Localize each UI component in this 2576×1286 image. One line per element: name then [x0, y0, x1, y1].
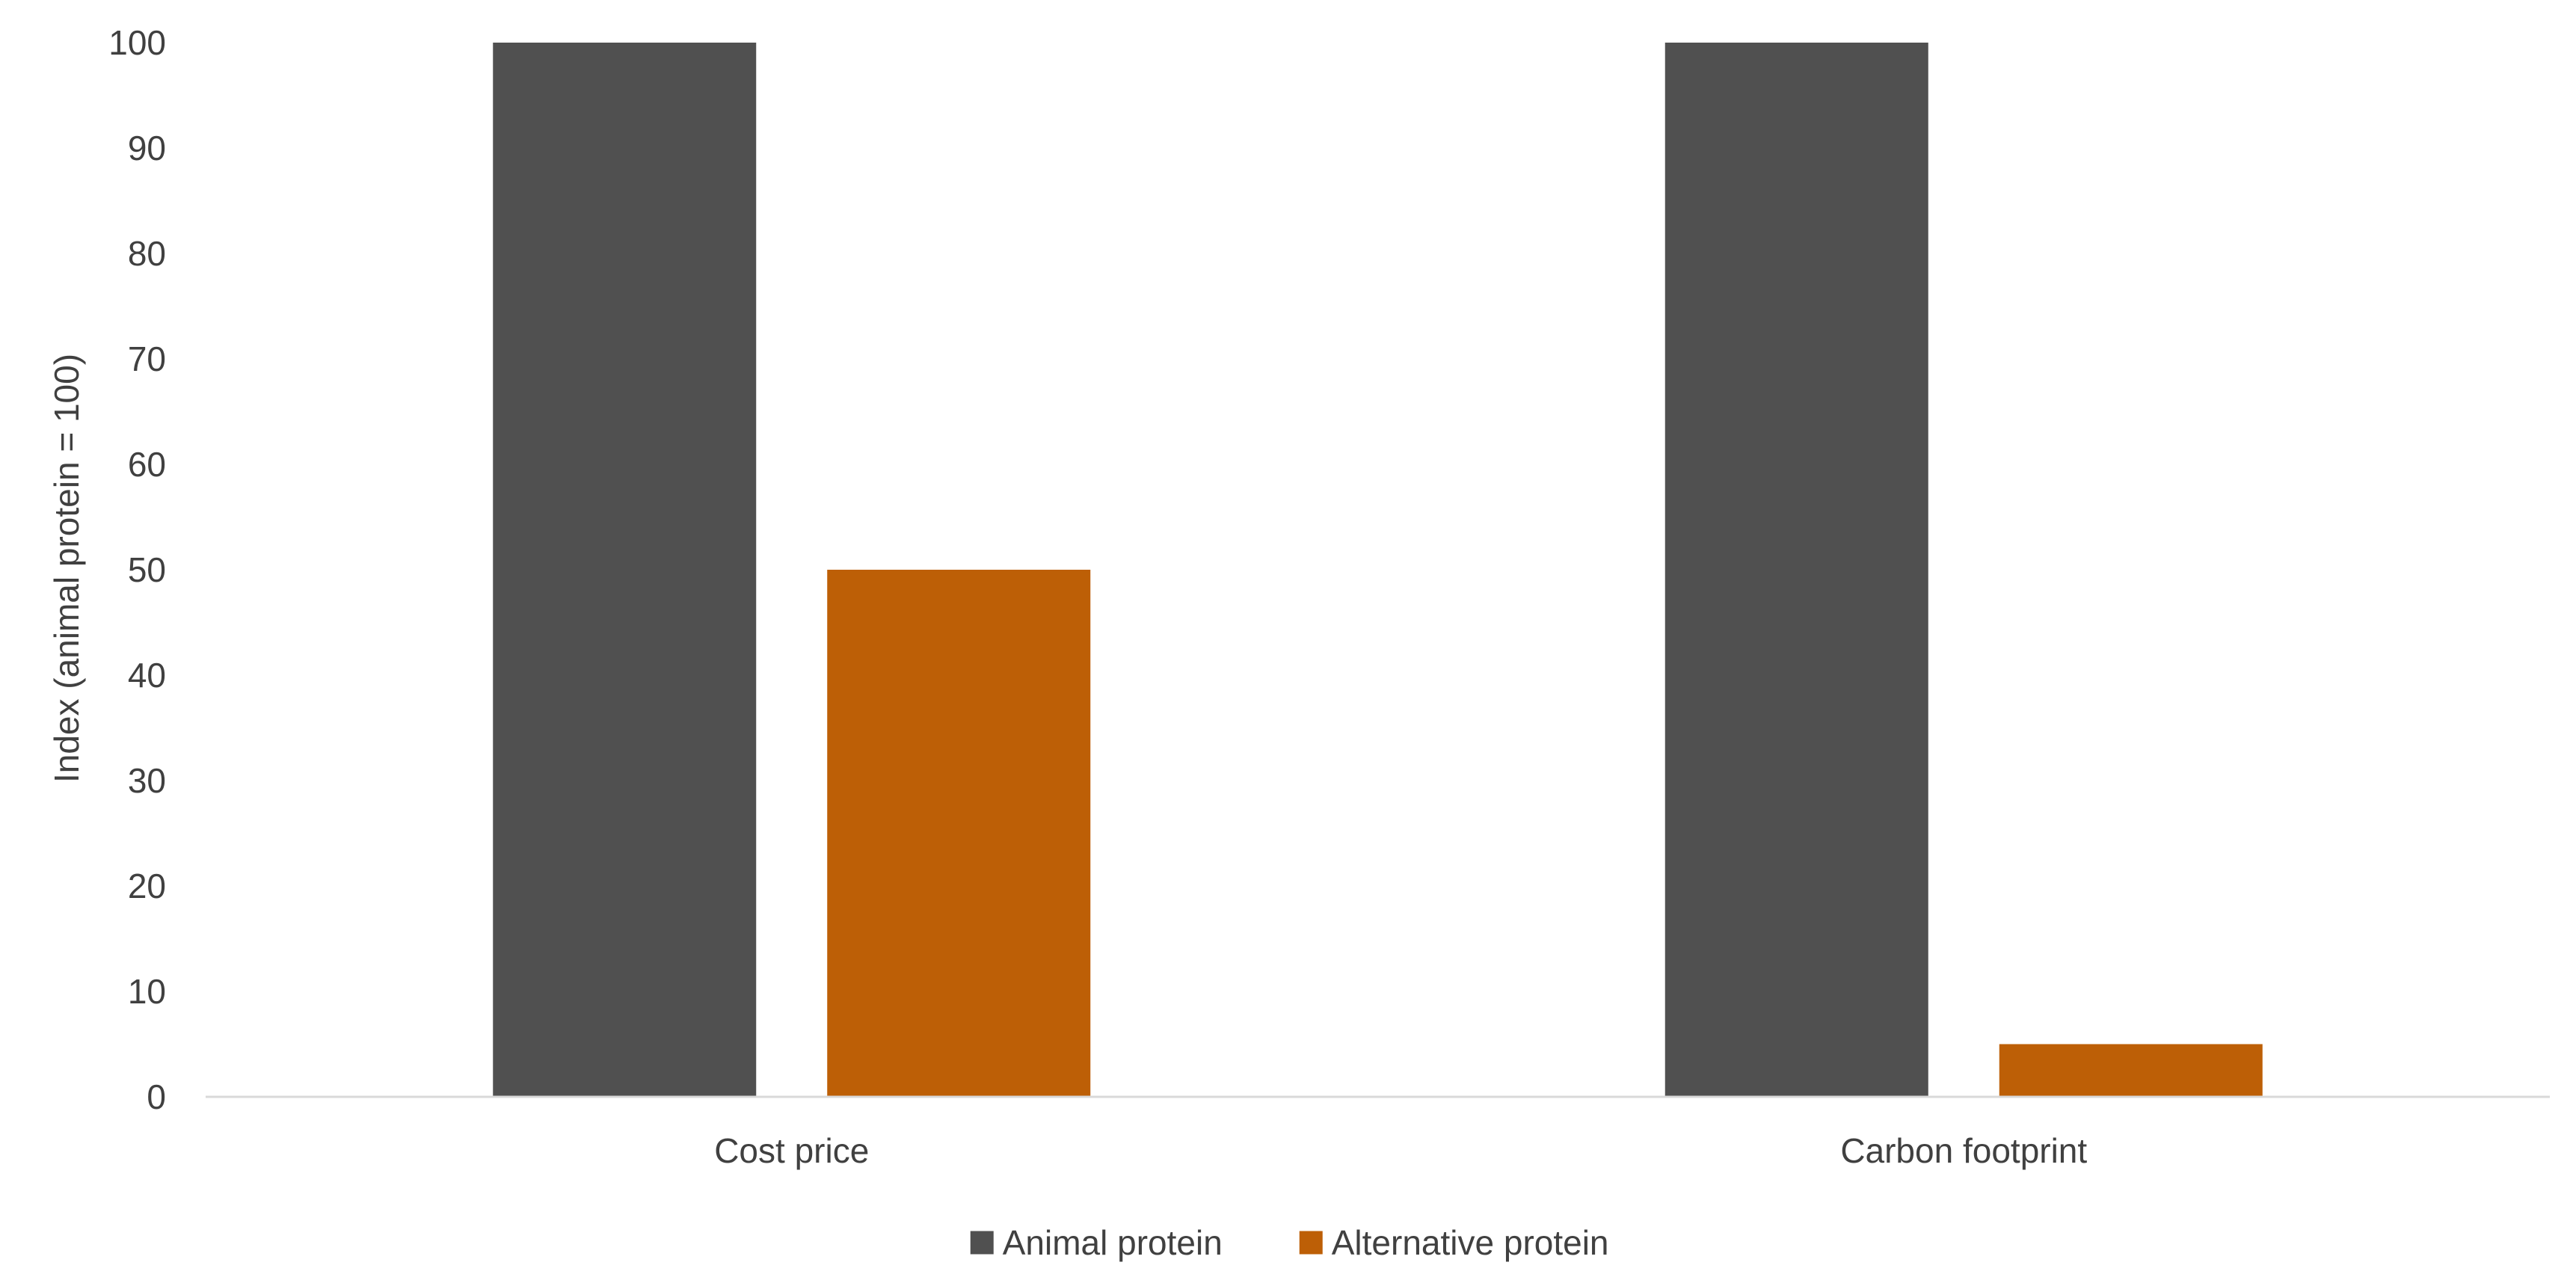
- y-tick-label: 30: [128, 761, 166, 800]
- y-tick-label: 10: [128, 972, 166, 1011]
- legend-item-alternative-protein: Alternative protein: [1299, 1223, 1609, 1262]
- y-tick-label: 40: [128, 656, 166, 695]
- bars: [493, 43, 2263, 1097]
- legend-label: Animal protein: [1003, 1223, 1223, 1262]
- x-axis-category-labels: Cost price Carbon footprint: [714, 1131, 2087, 1170]
- legend: Animal protein Alternative protein: [970, 1223, 1609, 1262]
- y-axis-ticks: 0 10 20 30 40 50 60 70 80 90 100: [108, 23, 166, 1116]
- y-tick-label: 80: [128, 234, 166, 273]
- x-category-label: Cost price: [714, 1131, 869, 1170]
- bar-alternative-protein-cost-price: [827, 570, 1091, 1097]
- y-tick-label: 20: [128, 867, 166, 905]
- y-tick-label: 100: [108, 23, 166, 62]
- x-category-label: Carbon footprint: [1840, 1131, 2087, 1170]
- bar-animal-protein-cost-price: [493, 43, 757, 1097]
- legend-swatch: [1299, 1231, 1323, 1255]
- legend-swatch: [970, 1231, 994, 1255]
- y-tick-label: 90: [128, 129, 166, 167]
- y-tick-label: 70: [128, 339, 166, 378]
- legend-item-animal-protein: Animal protein: [970, 1223, 1223, 1262]
- bar-animal-protein-carbon-footprint: [1664, 43, 1928, 1097]
- y-tick-label: 50: [128, 550, 166, 589]
- y-tick-label: 60: [128, 445, 166, 484]
- y-axis-label: Index (animal protein = 100): [47, 354, 86, 783]
- y-tick-label: 0: [147, 1077, 166, 1116]
- legend-label: Alternative protein: [1332, 1223, 1609, 1262]
- bar-alternative-protein-carbon-footprint: [1999, 1044, 2263, 1097]
